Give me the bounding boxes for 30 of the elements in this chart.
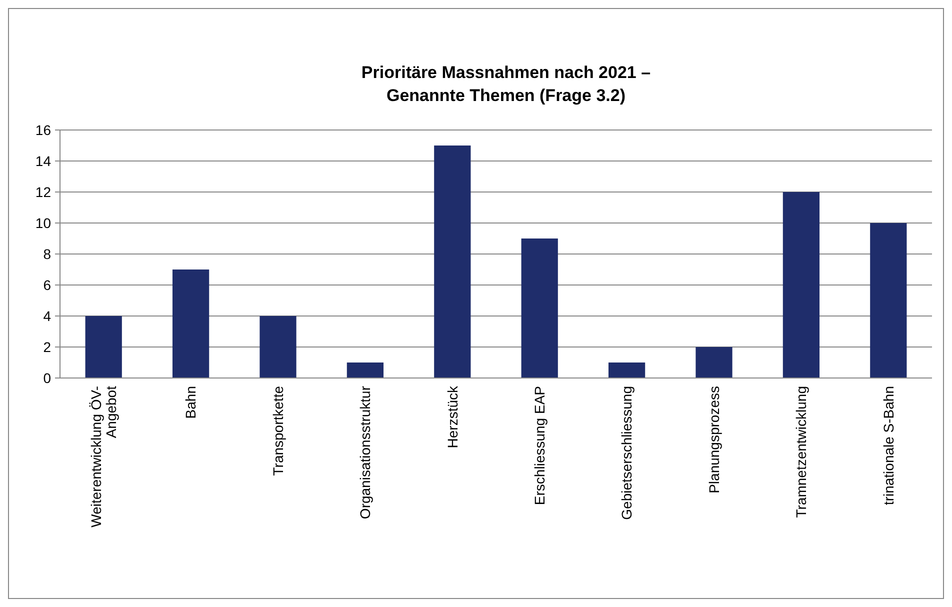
bar xyxy=(782,192,820,378)
x-tick-label: Tramnetzentwicklung xyxy=(793,386,810,518)
x-tick-label: Herzstück xyxy=(444,385,460,448)
x-tick-label: Weiterentwicklung ÖV-Angebot xyxy=(88,386,120,528)
y-tick-label: 0 xyxy=(43,370,52,386)
y-tick-label: 16 xyxy=(35,122,52,138)
bar xyxy=(346,362,384,378)
bar xyxy=(260,316,296,378)
bar xyxy=(85,316,122,378)
x-tick-label: Gebietserschliessung xyxy=(618,386,635,520)
y-tick-label: 10 xyxy=(35,214,52,231)
y-tick-label: 14 xyxy=(35,152,52,169)
bar xyxy=(696,347,732,378)
bar xyxy=(521,238,558,378)
x-tick-label: Organisationsstruktur xyxy=(357,386,374,520)
x-tick-label: trinationale S-Bahn xyxy=(880,386,896,506)
y-tick-label: 8 xyxy=(43,246,52,262)
y-tick-label: 2 xyxy=(43,338,52,355)
chart-title: Prioritäre Massnahmen nach 2021 – Genannte Themen (Frage 3.2) xyxy=(361,63,651,105)
y-tick-label: 12 xyxy=(35,184,52,200)
x-tick-label: Erschliessung EAP xyxy=(532,386,548,506)
x-tick-label: Bahn xyxy=(182,386,199,419)
y-tick-label: 4 xyxy=(43,308,52,324)
x-tick-label: Planungsprozess xyxy=(706,386,722,494)
x-tick-label: Transportkette xyxy=(270,386,286,476)
bar xyxy=(608,362,646,378)
bar xyxy=(434,146,471,378)
y-tick-label: 6 xyxy=(43,276,52,293)
bar xyxy=(870,223,907,378)
bar xyxy=(172,270,210,378)
